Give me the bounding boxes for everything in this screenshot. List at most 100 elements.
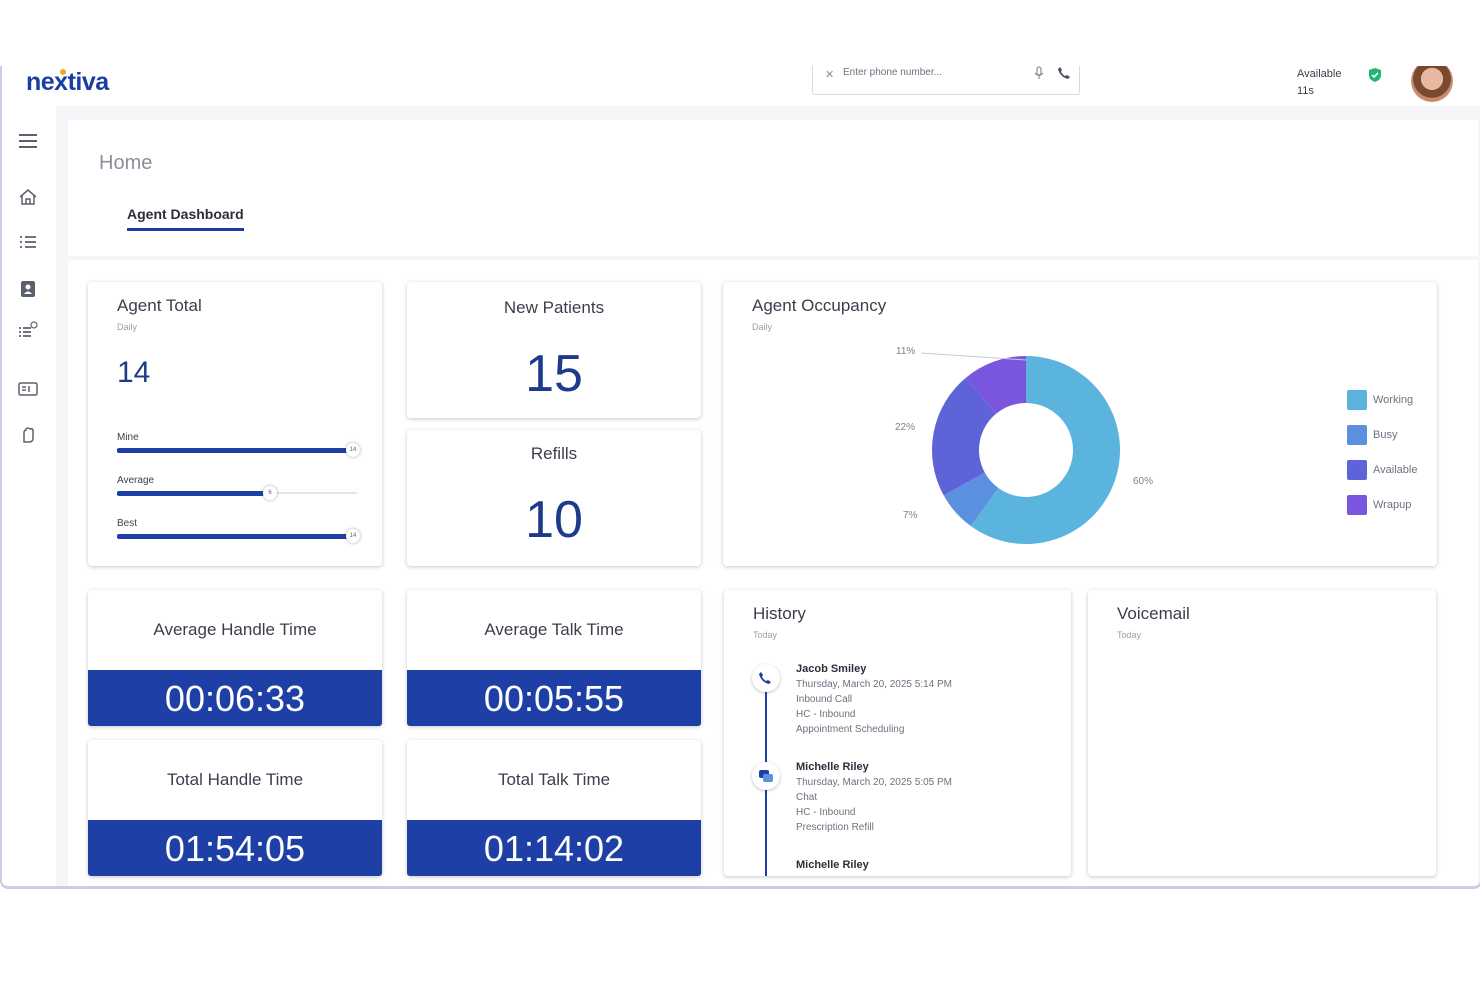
- user-avatar[interactable]: [1411, 66, 1453, 102]
- aht-label: Average Handle Time: [153, 620, 317, 639]
- history-item-call-icon: [752, 664, 780, 692]
- agent-occupancy-card: Agent Occupancy Daily 11% 22% 7% 60% Wor…: [723, 282, 1437, 566]
- refills-card: Refills 10: [407, 430, 701, 566]
- mine-bar-fill: [117, 448, 349, 453]
- wrapup-leader-line: [920, 352, 1027, 361]
- voicemail-period: Today: [1117, 630, 1142, 640]
- average-bar-label: Average: [117, 475, 155, 486]
- legend-label-busy: Busy: [1373, 429, 1398, 441]
- donut-slice-available[interactable]: [932, 377, 997, 496]
- queue-list-icon[interactable]: [17, 320, 39, 342]
- legend-label-wrapup: Wrapup: [1373, 499, 1412, 511]
- best-bar-fill: [117, 534, 349, 539]
- microphone-icon[interactable]: [1033, 66, 1045, 80]
- new-patients-card: New Patients 15: [407, 282, 701, 418]
- page-header: Home Agent Dashboard: [68, 120, 1478, 256]
- history-item-queue: HC - Inbound: [796, 807, 856, 818]
- contacts-icon[interactable]: [17, 278, 39, 300]
- history-item-type: Inbound Call: [796, 694, 853, 705]
- mine-bar-knob[interactable]: 14: [346, 443, 360, 457]
- pct-label-busy: 7%: [903, 510, 918, 521]
- pct-label-available: 22%: [895, 422, 916, 433]
- occupancy-title: Agent Occupancy: [752, 296, 887, 315]
- legend-label-working: Working: [1373, 394, 1414, 406]
- history-item-type: Chat: [796, 792, 818, 803]
- average-bar-knob[interactable]: 6: [263, 486, 277, 500]
- history-item-name: Michelle Riley: [796, 859, 869, 871]
- nextiva-logo[interactable]: nextiva: [26, 68, 109, 96]
- card-icon[interactable]: [17, 378, 39, 400]
- agent-total-value: 14: [117, 356, 151, 389]
- history-item-queue: HC - Inbound: [796, 709, 856, 720]
- aht-value: 00:06:33: [88, 670, 382, 726]
- available-check-icon: [1369, 68, 1381, 82]
- pct-label-wrapup: 11%: [896, 346, 916, 357]
- best-bar-knob[interactable]: 14: [346, 529, 360, 543]
- history-item-date: Thursday, March 20, 2025 5:14 PM: [796, 679, 953, 690]
- agent-total-card: Agent Total Daily 14 Mine 14 Average 6 B…: [88, 282, 382, 566]
- mine-bar-label: Mine: [117, 432, 139, 443]
- average-talk-time-card: Average Talk Time 00:05:55: [407, 590, 701, 726]
- total-talk-time-card: Total Talk Time 01:14:02: [407, 740, 701, 876]
- ttt-value: 01:14:02: [407, 820, 701, 876]
- average-handle-time-card: Average Handle Time 00:06:33: [88, 590, 382, 726]
- history-item-chat-icon: [752, 762, 780, 790]
- legend-swatch-busy: [1347, 425, 1367, 445]
- history-title: History: [753, 604, 806, 623]
- new-patients-title: New Patients: [503, 298, 605, 317]
- occupancy-donut-chart: [920, 352, 1120, 544]
- refills-title: Refills: [530, 444, 578, 463]
- page-title: Home: [99, 152, 153, 174]
- tht-label: Total Handle Time: [166, 770, 304, 789]
- legend-swatch-working: [1347, 390, 1367, 410]
- new-patients-value: 15: [525, 345, 583, 403]
- refills-value: 10: [525, 491, 583, 549]
- history-item-name: Jacob Smiley: [796, 663, 867, 675]
- agent-total-period: Daily: [117, 322, 138, 332]
- dashboard-content: Agent Total Daily 14 Mine 14 Average 6 B…: [68, 260, 1478, 886]
- history-item[interactable]: Michelle Riley Thursday, March 20, 2025 …: [796, 760, 952, 835]
- tht-value: 01:54:05: [88, 820, 382, 876]
- history-item-reason: Appointment Scheduling: [796, 724, 905, 735]
- menu-icon[interactable]: [17, 130, 39, 152]
- hand-icon[interactable]: [17, 424, 39, 446]
- history-item-name: Michelle Riley: [796, 761, 869, 773]
- occupancy-period: Daily: [752, 322, 773, 332]
- home-icon[interactable]: [17, 186, 39, 208]
- att-value: 00:05:55: [407, 670, 701, 726]
- donut-slice-wrapup[interactable]: [966, 356, 1026, 414]
- donut-slice-busy[interactable]: [943, 472, 999, 527]
- presence-status[interactable]: Available 11s: [1297, 66, 1381, 100]
- top-bar: nextiva ✕ Available 11s: [2, 66, 1480, 106]
- history-item[interactable]: Jacob Smiley Thursday, March 20, 2025 5:…: [796, 662, 952, 737]
- history-item-reason: Prescription Refill: [796, 822, 874, 833]
- legend-swatch-wrapup: [1347, 495, 1367, 515]
- legend-label-available: Available: [1373, 464, 1418, 476]
- total-handle-time-card: Total Handle Time 01:54:05: [88, 740, 382, 876]
- ttt-label: Total Talk Time: [497, 770, 611, 789]
- tab-agent-dashboard[interactable]: Agent Dashboard: [127, 206, 244, 231]
- sidebar: [2, 106, 56, 886]
- dialer-box: ✕: [812, 66, 1080, 95]
- pct-label-working: 60%: [1133, 476, 1154, 487]
- phone-number-input[interactable]: [841, 66, 1025, 79]
- app-window: nextiva ✕ Available 11s: [0, 66, 1480, 889]
- voicemail-card: Voicemail Today: [1088, 590, 1436, 876]
- history-item[interactable]: Michelle Riley: [796, 858, 869, 873]
- clear-icon[interactable]: ✕: [825, 69, 835, 81]
- donut-slice-working[interactable]: [970, 356, 1120, 544]
- average-bar-fill: [117, 491, 264, 496]
- history-card: History Today Jacob Smiley Thursday, Mar…: [724, 590, 1071, 876]
- list-icon[interactable]: [17, 232, 39, 254]
- att-label: Average Talk Time: [484, 620, 624, 639]
- agent-total-title: Agent Total: [117, 296, 202, 315]
- legend-swatch-available: [1347, 460, 1367, 480]
- presence-label: Available: [1297, 68, 1342, 80]
- best-bar-label: Best: [117, 518, 138, 529]
- call-icon[interactable]: [1057, 66, 1071, 80]
- presence-timer: 11s: [1297, 85, 1314, 97]
- voicemail-title: Voicemail: [1117, 604, 1190, 623]
- history-item-date: Thursday, March 20, 2025 5:05 PM: [796, 777, 953, 788]
- history-period: Today: [753, 630, 778, 640]
- logo-dot: [60, 69, 66, 75]
